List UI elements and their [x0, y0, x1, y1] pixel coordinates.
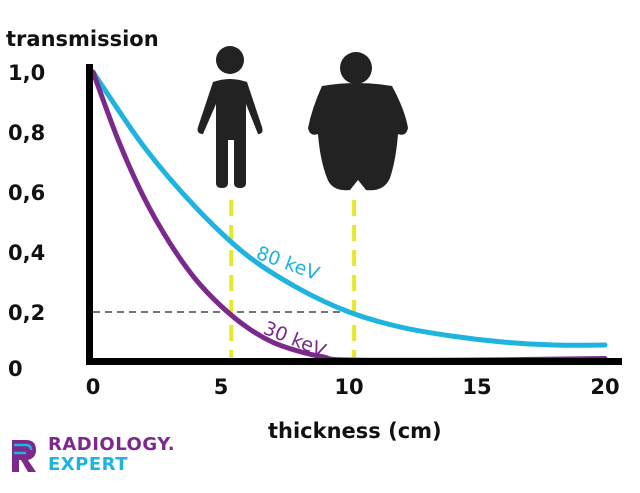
logo-r-icon — [12, 440, 36, 472]
y-axis-label: transmission — [6, 27, 159, 51]
thin-person-icon — [197, 46, 263, 188]
x-axis-label: thickness (cm) — [268, 419, 442, 443]
x-tick-label: 15 — [462, 375, 491, 399]
x-tick-label: 10 — [334, 375, 363, 399]
y-tick-label: 0,6 — [8, 181, 45, 205]
x-tick-label: 0 — [86, 375, 101, 399]
logo-line2: EXPERT — [48, 454, 128, 475]
y-tick-label: 1,0 — [8, 61, 45, 85]
large-person-icon — [308, 52, 408, 191]
series-line-0 — [90, 69, 608, 348]
y-tick-label: 0,4 — [8, 241, 45, 265]
y-tick-label: 0,2 — [8, 301, 45, 325]
y-tick-label: 0 — [8, 357, 23, 381]
series-label: 80 keV — [253, 242, 322, 285]
x-tick-label: 20 — [590, 375, 619, 399]
y-tick-label: 0,8 — [8, 121, 45, 145]
series-label: 30 keV — [260, 317, 329, 362]
y-axis — [86, 64, 93, 365]
logo-line1: RADIOLOGY. — [48, 434, 176, 455]
x-axis — [86, 358, 622, 365]
x-tick-label: 5 — [214, 375, 229, 399]
